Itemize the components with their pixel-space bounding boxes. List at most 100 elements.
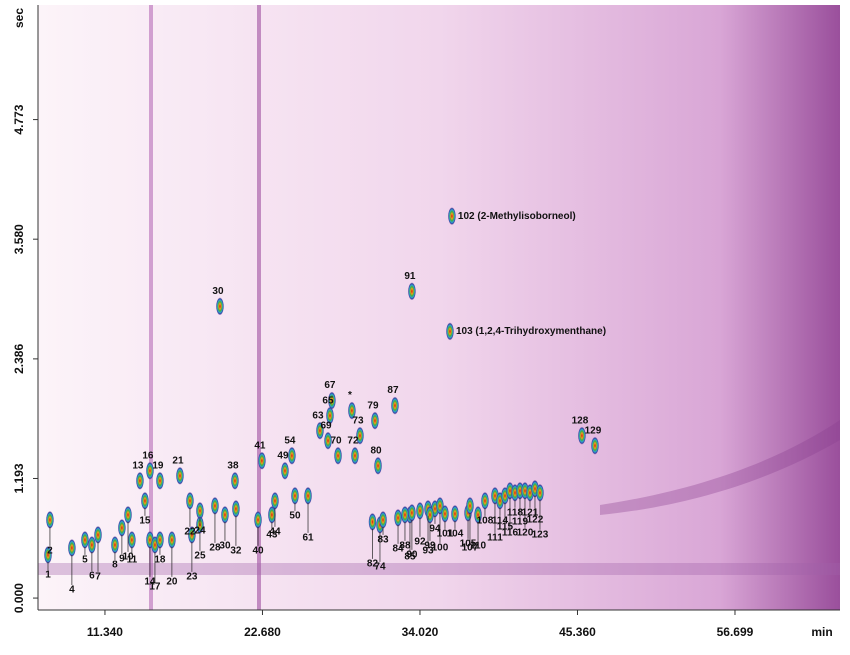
- peak: [270, 491, 279, 510]
- peak-label: 90: [406, 549, 418, 560]
- peak: [220, 505, 229, 524]
- peak-label: 99: [424, 541, 436, 552]
- peak-label: 92: [414, 536, 426, 547]
- peak: [44, 545, 53, 564]
- peak-label: 102 (2-Methylisoborneol): [458, 211, 576, 222]
- peak: [185, 491, 194, 510]
- peak: [440, 504, 449, 523]
- peak-label: 116: [502, 527, 519, 538]
- peak-label: 6: [89, 571, 95, 582]
- peak: [230, 471, 239, 490]
- peak-label: 44: [269, 526, 281, 537]
- peak: [67, 538, 76, 557]
- peak-label: 61: [302, 532, 314, 543]
- peak: [480, 491, 489, 510]
- peak-label: 32: [230, 545, 242, 556]
- peak-label: 128: [572, 415, 589, 426]
- x-tick-label: 45.360: [559, 625, 596, 639]
- peak-label: 105: [460, 538, 477, 549]
- peak-label: 7: [95, 572, 101, 583]
- peak: [535, 483, 544, 502]
- peak-label: 13: [132, 460, 144, 471]
- peak: [474, 505, 483, 524]
- peak: [210, 496, 219, 515]
- peak-label: 8: [112, 560, 118, 571]
- x-tick-label: 22.680: [244, 625, 281, 639]
- peak-label: 21: [172, 455, 184, 466]
- peak-label: 18: [154, 555, 166, 566]
- column-bleed: [257, 5, 261, 610]
- peak-label: 38: [227, 460, 239, 471]
- peak: [304, 486, 313, 505]
- x-tick-label: 34.020: [402, 625, 439, 639]
- peak-label: 80: [370, 445, 382, 456]
- peak: [407, 503, 416, 522]
- baseline-band: [38, 563, 840, 575]
- peak-label: 100: [432, 542, 449, 553]
- peak: [450, 504, 459, 523]
- peak: [140, 491, 149, 510]
- peak: [94, 525, 103, 544]
- peak-label: 121: [522, 507, 539, 518]
- peak-label: 108: [477, 515, 494, 526]
- y-tick-label: 4.773: [12, 104, 26, 134]
- peak-label: 23: [186, 572, 198, 583]
- peak-label: 118: [507, 507, 524, 518]
- peak-label: 1: [45, 570, 51, 581]
- peak-label: 49: [277, 450, 289, 461]
- peak-label: 101: [437, 529, 454, 540]
- peak-label: 84: [392, 544, 404, 555]
- peak: [175, 466, 184, 485]
- column-bleed: [149, 5, 153, 610]
- peak-label: 30: [219, 541, 231, 552]
- peak: [231, 499, 240, 518]
- y-tick-label: 2.386: [12, 344, 26, 374]
- x-axis-label: min: [811, 625, 832, 639]
- peak-label: 30: [212, 286, 224, 297]
- peak: [394, 508, 403, 527]
- peak: [124, 505, 133, 524]
- peak: [445, 322, 454, 341]
- peak: [110, 535, 119, 554]
- x-tick-label: 56.699: [717, 625, 754, 639]
- peak: [368, 512, 377, 531]
- peak: [187, 525, 196, 544]
- peak: [135, 471, 144, 490]
- peak: [350, 446, 359, 465]
- peak: [87, 535, 96, 554]
- peak: [415, 501, 424, 520]
- peak-label: 16: [142, 450, 154, 461]
- peak-label: 70: [330, 435, 342, 446]
- y-axis-label: sec: [12, 8, 26, 28]
- peak: [334, 446, 343, 465]
- peak-label: 82: [367, 559, 379, 570]
- peak: [195, 501, 204, 520]
- peak-label: 111: [487, 532, 503, 543]
- peak-label: 19: [152, 460, 164, 471]
- peak-label: 107: [462, 542, 479, 553]
- peak: [327, 391, 336, 410]
- peak-label: 14: [144, 577, 156, 588]
- peak: [167, 530, 176, 549]
- peak-label: 114: [492, 515, 509, 526]
- peak: [407, 282, 416, 301]
- peak-label: 43: [266, 530, 278, 541]
- peak-label: 2: [47, 546, 53, 557]
- peak: [370, 411, 379, 430]
- peak-label: 22: [184, 526, 196, 537]
- peak-label: 120: [517, 527, 534, 538]
- peak-label: 129: [585, 425, 602, 436]
- peak-label: 79: [367, 400, 379, 411]
- peak: [400, 505, 409, 524]
- peak-label: 104: [447, 529, 464, 540]
- peak: [374, 456, 383, 475]
- x-tick-label: 11.340: [87, 625, 123, 639]
- peak-label: 28: [209, 542, 221, 553]
- peak-label: 69: [320, 420, 332, 431]
- peak: [315, 421, 324, 440]
- peak-label: 94: [429, 523, 441, 534]
- peak: [257, 451, 266, 470]
- peak-label: 25: [194, 551, 206, 562]
